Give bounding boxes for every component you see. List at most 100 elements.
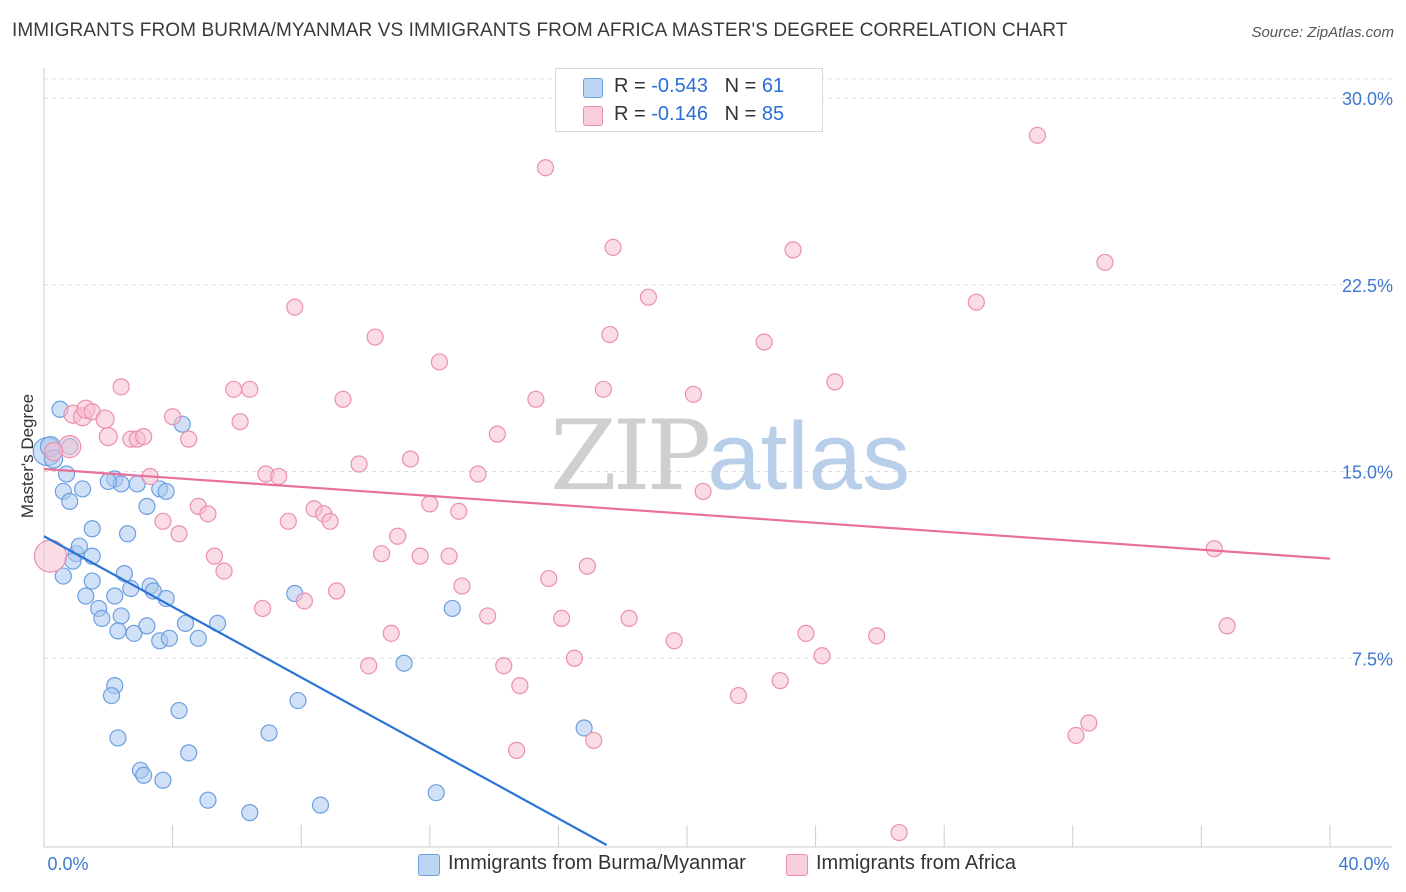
correlation-legend: R = -0.543 N = 61 R = -0.146 N = 85	[555, 68, 823, 132]
africa-point	[1080, 714, 1098, 732]
y-tick-label: 7.5%	[1352, 649, 1393, 669]
africa-point	[440, 547, 458, 565]
africa-point	[389, 527, 407, 545]
burma-point	[260, 724, 278, 742]
burma-point	[54, 567, 72, 585]
africa-point	[450, 502, 468, 520]
africa-swatch	[583, 106, 603, 126]
burma-point	[109, 622, 127, 640]
burma-point	[311, 796, 330, 814]
africa-point	[620, 609, 638, 628]
africa-point	[784, 241, 802, 259]
africa-point	[729, 686, 748, 705]
legend-row-africa: R = -0.146 N = 85	[556, 101, 822, 129]
africa-point	[565, 649, 584, 667]
africa-point	[366, 328, 384, 346]
r-value: -0.543	[651, 75, 708, 97]
africa-point	[797, 624, 815, 642]
africa-point	[771, 672, 789, 690]
africa-point	[601, 325, 619, 344]
burma-point	[106, 587, 124, 605]
y-axis-title: Master's Degree	[18, 394, 37, 518]
africa-point	[421, 495, 439, 513]
africa-point	[1096, 253, 1114, 271]
africa-point	[372, 545, 391, 563]
y-tick-label: 30.0%	[1342, 89, 1393, 109]
africa-point	[321, 512, 339, 530]
africa-point	[604, 238, 622, 256]
africa-point	[382, 624, 400, 642]
watermark-atlas: atlas	[707, 403, 910, 510]
africa-point	[327, 582, 346, 600]
burma-point	[102, 686, 121, 705]
burma-point	[395, 654, 413, 672]
africa-point	[215, 562, 233, 580]
burma-point	[83, 572, 101, 590]
burma-point	[160, 629, 178, 647]
burma-point	[289, 691, 307, 710]
africa-point	[453, 577, 471, 595]
africa-point	[95, 409, 115, 429]
africa-point	[270, 467, 288, 486]
burma-point	[170, 701, 188, 720]
burma-legend-swatch	[418, 854, 440, 876]
source-attribution: Source: ZipAtlas.com	[1251, 24, 1394, 41]
africa-point	[279, 512, 297, 530]
burma-point	[112, 607, 130, 625]
africa-point	[479, 607, 497, 625]
africa-point	[164, 408, 182, 426]
burma-point	[157, 482, 175, 501]
africa-point	[594, 380, 613, 398]
data-points	[32, 126, 1236, 842]
africa-point	[1028, 126, 1047, 144]
x-tick-label: 40.0%	[1338, 854, 1389, 874]
y-tick-label: 22.5%	[1342, 276, 1393, 296]
africa-point	[826, 373, 844, 391]
africa-point	[170, 525, 188, 543]
africa-point	[665, 632, 683, 650]
africa-point	[360, 657, 378, 675]
burma-point	[176, 614, 195, 632]
burma-swatch	[583, 78, 603, 98]
africa-trend-line	[43, 467, 1331, 560]
y-tick-label: 15.0%	[1342, 463, 1393, 483]
burma-point	[135, 766, 153, 784]
burma-point	[77, 587, 95, 605]
africa-point	[411, 547, 429, 565]
africa-point	[295, 592, 314, 610]
gridlines	[44, 78, 1392, 659]
burma-point	[138, 497, 156, 515]
africa-point	[890, 823, 908, 842]
africa-point	[639, 288, 658, 306]
africa-legend-swatch	[786, 854, 808, 876]
africa-point	[511, 677, 529, 695]
africa-point	[495, 657, 513, 675]
r-value: -0.146	[651, 103, 708, 125]
watermark: ZIPatlas	[550, 400, 910, 512]
africa-point	[868, 627, 886, 645]
africa-point	[205, 547, 223, 565]
legend-label-africa: Immigrants from Africa	[816, 852, 1017, 874]
burma-point	[99, 472, 117, 491]
africa-point	[508, 741, 526, 759]
n-value: 61	[761, 75, 785, 97]
n-label: N =	[724, 75, 762, 97]
x-tick-label: 0.0%	[47, 854, 88, 874]
r-label: R =	[614, 75, 652, 97]
watermark-zip: ZIP	[550, 400, 711, 512]
africa-point	[154, 512, 172, 530]
africa-point	[1067, 726, 1085, 745]
n-value: 85	[761, 103, 785, 125]
series-legend: Immigrants from Burma/Myanmar Immigrants…	[0, 850, 1406, 880]
africa-point	[231, 413, 249, 431]
burma-point	[575, 719, 593, 737]
burma-point	[180, 744, 198, 762]
legend-row-text: R = -0.543 N = 61	[614, 75, 784, 98]
africa-point	[527, 390, 545, 408]
burma-point	[427, 784, 445, 802]
africa-point	[44, 441, 64, 462]
burma-point	[241, 804, 259, 822]
legend-label-burma: Immigrants from Burma/Myanmar	[448, 852, 746, 874]
burma-point	[125, 624, 143, 642]
